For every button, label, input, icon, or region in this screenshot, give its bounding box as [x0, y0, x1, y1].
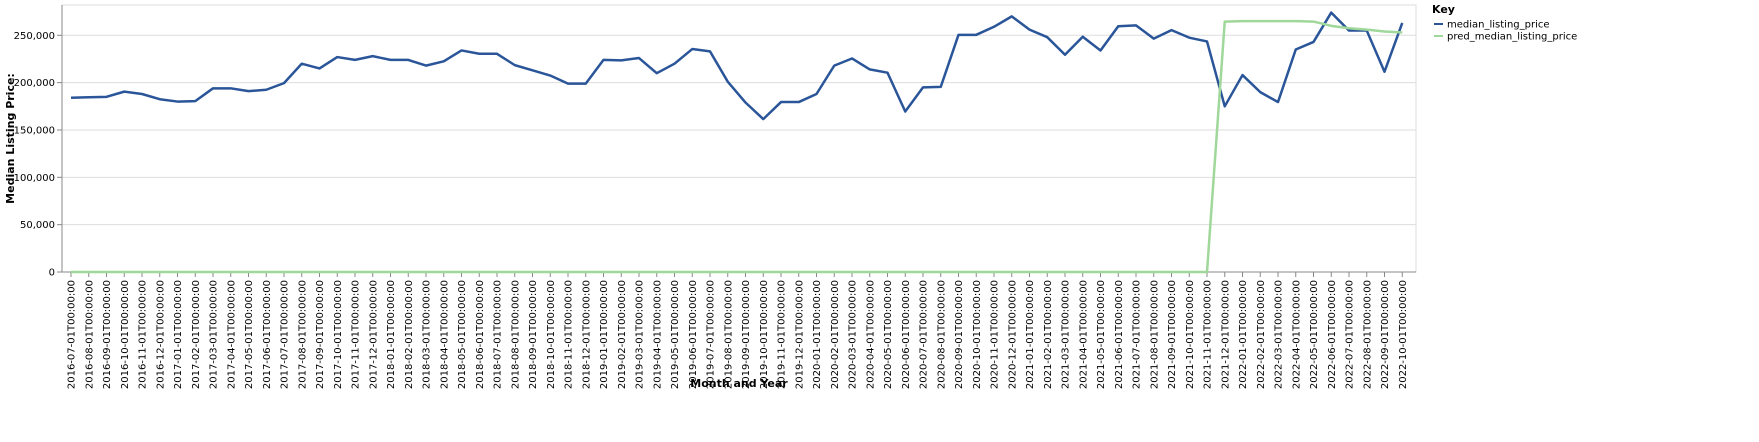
- x-tick-label: 2016-10-01T00:00:00: [120, 280, 131, 389]
- x-tick-label: 2021-01-01T00:00:00: [1025, 280, 1036, 389]
- x-tick-label: 2020-04-01T00:00:00: [865, 280, 876, 389]
- x-tick-label: 2018-05-01T00:00:00: [457, 280, 468, 389]
- x-tick-label: 2020-08-01T00:00:00: [936, 280, 947, 389]
- x-tick-label: 2022-10-01T00:00:00: [1398, 280, 1409, 389]
- y-tick-label: 150,000: [14, 125, 55, 136]
- x-tick-label: 2022-07-01T00:00:00: [1345, 280, 1356, 389]
- x-tick-label: 2020-06-01T00:00:00: [901, 280, 912, 389]
- legend: Key median_listing_pricepred_median_list…: [1432, 3, 1577, 43]
- x-tick-label: 2022-09-01T00:00:00: [1380, 280, 1391, 389]
- x-tick-label: 2017-02-01T00:00:00: [191, 280, 202, 389]
- x-tick-label: 2019-03-01T00:00:00: [635, 280, 646, 389]
- series-line-pred-median-listing-price: [71, 19, 1403, 274]
- legend-title: Key: [1432, 3, 1455, 16]
- x-tick-label: 2017-09-01T00:00:00: [315, 280, 326, 389]
- x-tick-label: 2022-06-01T00:00:00: [1327, 280, 1338, 389]
- x-tick-label: 2021-04-01T00:00:00: [1078, 280, 1089, 389]
- x-tick-label: 2022-03-01T00:00:00: [1274, 280, 1285, 389]
- x-tick-label: 2018-09-01T00:00:00: [528, 280, 539, 389]
- x-tick-label: 2017-08-01T00:00:00: [297, 280, 308, 389]
- gridlines: [61, 4, 1417, 273]
- x-tick-label: 2017-10-01T00:00:00: [333, 280, 344, 389]
- x-tick-label: 2019-10-01T00:00:00: [759, 280, 770, 389]
- x-tick-label: 2021-11-01T00:00:00: [1203, 280, 1214, 389]
- x-tick-label: 2017-04-01T00:00:00: [226, 280, 237, 389]
- x-tick-label: 2017-03-01T00:00:00: [209, 280, 220, 389]
- x-tick-label: 2018-01-01T00:00:00: [386, 280, 397, 389]
- plot-frame: [61, 4, 1417, 273]
- x-tick-label: 2017-05-01T00:00:00: [244, 280, 255, 389]
- x-tick-label: 2022-05-01T00:00:00: [1309, 280, 1320, 389]
- x-tick-label: 2019-06-01T00:00:00: [688, 280, 699, 389]
- y-tick-label: 200,000: [14, 78, 55, 89]
- x-axis: 2016-07-01T00:00:00 2016-08-01T00:00:00 20…: [62, 271, 1416, 389]
- y-tick-label: 250,000: [14, 31, 55, 42]
- x-tick-label: 2017-01-01T00:00:00: [173, 280, 184, 389]
- x-axis-title: Month and Year: [690, 377, 788, 390]
- series-lines: [70, 11, 1404, 274]
- y-axis: 0 50,000 100,000 150,000 200,000 250,000: [14, 5, 63, 279]
- x-tick-label: 2016-12-01T00:00:00: [155, 280, 166, 389]
- x-tick-label: 2022-01-01T00:00:00: [1238, 280, 1249, 389]
- x-tick-label: 2017-06-01T00:00:00: [262, 280, 273, 389]
- x-tick-label: 2021-09-01T00:00:00: [1167, 280, 1178, 389]
- x-tick-label: 2019-01-01T00:00:00: [599, 280, 610, 389]
- x-tick-label: 2018-06-01T00:00:00: [475, 280, 486, 389]
- x-tick-label: 2021-08-01T00:00:00: [1149, 280, 1160, 389]
- x-tick-label: 2018-12-01T00:00:00: [581, 280, 592, 389]
- x-tick-label: 2018-08-01T00:00:00: [510, 280, 521, 389]
- x-tick-label: 2017-12-01T00:00:00: [368, 280, 379, 389]
- x-tick-label: 2020-07-01T00:00:00: [919, 280, 930, 389]
- x-tick-label: 2019-08-01T00:00:00: [723, 280, 734, 389]
- x-tick-label: 2020-03-01T00:00:00: [848, 280, 859, 389]
- x-tick-label: 2016-11-01T00:00:00: [138, 280, 149, 389]
- legend-label: pred_median_listing_price: [1447, 32, 1577, 43]
- x-tick-label: 2022-02-01T00:00:00: [1256, 280, 1267, 389]
- y-tick-label: 100,000: [14, 173, 55, 184]
- x-tick-label: 2019-04-01T00:00:00: [652, 280, 663, 389]
- x-tick-label: 2017-07-01T00:00:00: [280, 280, 291, 389]
- x-tick-label: 2020-12-01T00:00:00: [1007, 280, 1018, 389]
- x-tick-label: 2021-05-01T00:00:00: [1096, 280, 1107, 389]
- x-tick-label: 2019-11-01T00:00:00: [777, 280, 788, 389]
- x-tick-label: 2021-02-01T00:00:00: [1043, 280, 1054, 389]
- x-tick-label: 2019-09-01T00:00:00: [741, 280, 752, 389]
- y-axis-title: Median Listing Price:: [4, 73, 17, 204]
- x-tick-label: 2018-10-01T00:00:00: [546, 280, 557, 389]
- x-tick-label: 2018-11-01T00:00:00: [564, 280, 575, 389]
- x-tick-label: 2016-08-01T00:00:00: [84, 280, 95, 389]
- x-tick-label: 2021-07-01T00:00:00: [1132, 280, 1143, 389]
- x-tick-label: 2021-10-01T00:00:00: [1185, 280, 1196, 389]
- x-tick-label: 2018-07-01T00:00:00: [493, 280, 504, 389]
- x-tick-label: 2018-04-01T00:00:00: [439, 280, 450, 389]
- x-tick-label: 2020-02-01T00:00:00: [830, 280, 841, 389]
- x-tick-label: 2018-03-01T00:00:00: [422, 280, 433, 389]
- x-tick-label: 2018-02-01T00:00:00: [404, 280, 415, 389]
- x-tick-label: 2022-04-01T00:00:00: [1291, 280, 1302, 389]
- x-tick-label: 2020-09-01T00:00:00: [954, 280, 965, 389]
- x-tick-label: 2016-09-01T00:00:00: [102, 280, 113, 389]
- x-tick-label: 2020-05-01T00:00:00: [883, 280, 894, 389]
- x-tick-label: 2019-12-01T00:00:00: [794, 280, 805, 389]
- x-tick-label: 2019-02-01T00:00:00: [617, 280, 628, 389]
- x-tick-label: 2021-12-01T00:00:00: [1220, 280, 1231, 389]
- x-tick-label: 2019-05-01T00:00:00: [670, 280, 681, 389]
- x-tick-label: 2019-07-01T00:00:00: [706, 280, 717, 389]
- series-line-median-listing-price: [70, 11, 1404, 121]
- x-tick-label: 2020-11-01T00:00:00: [990, 280, 1001, 389]
- x-tick-label: 2020-01-01T00:00:00: [812, 280, 823, 389]
- x-tick-label: 2016-07-01T00:00:00: [67, 280, 78, 389]
- x-tick-label: 2021-06-01T00:00:00: [1114, 280, 1125, 389]
- y-tick-label: 50,000: [20, 220, 55, 231]
- x-tick-label: 2021-03-01T00:00:00: [1061, 280, 1072, 389]
- y-tick-label: 0: [49, 268, 55, 279]
- x-tick-label: 2017-11-01T00:00:00: [351, 280, 362, 389]
- x-tick-label: 2020-10-01T00:00:00: [972, 280, 983, 389]
- x-tick-label: 2022-08-01T00:00:00: [1362, 280, 1373, 389]
- legend-label: median_listing_price: [1447, 20, 1550, 31]
